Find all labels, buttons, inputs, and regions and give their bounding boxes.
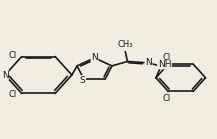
Text: Cl: Cl — [162, 94, 170, 103]
Text: CH₃: CH₃ — [118, 40, 133, 49]
Text: N: N — [91, 53, 98, 62]
Text: S: S — [80, 76, 85, 85]
Text: Cl: Cl — [8, 51, 16, 60]
Text: NH: NH — [158, 60, 171, 69]
Text: N: N — [2, 70, 8, 80]
Text: Cl: Cl — [162, 53, 170, 62]
Text: Cl: Cl — [8, 90, 16, 99]
Text: N: N — [145, 58, 152, 67]
